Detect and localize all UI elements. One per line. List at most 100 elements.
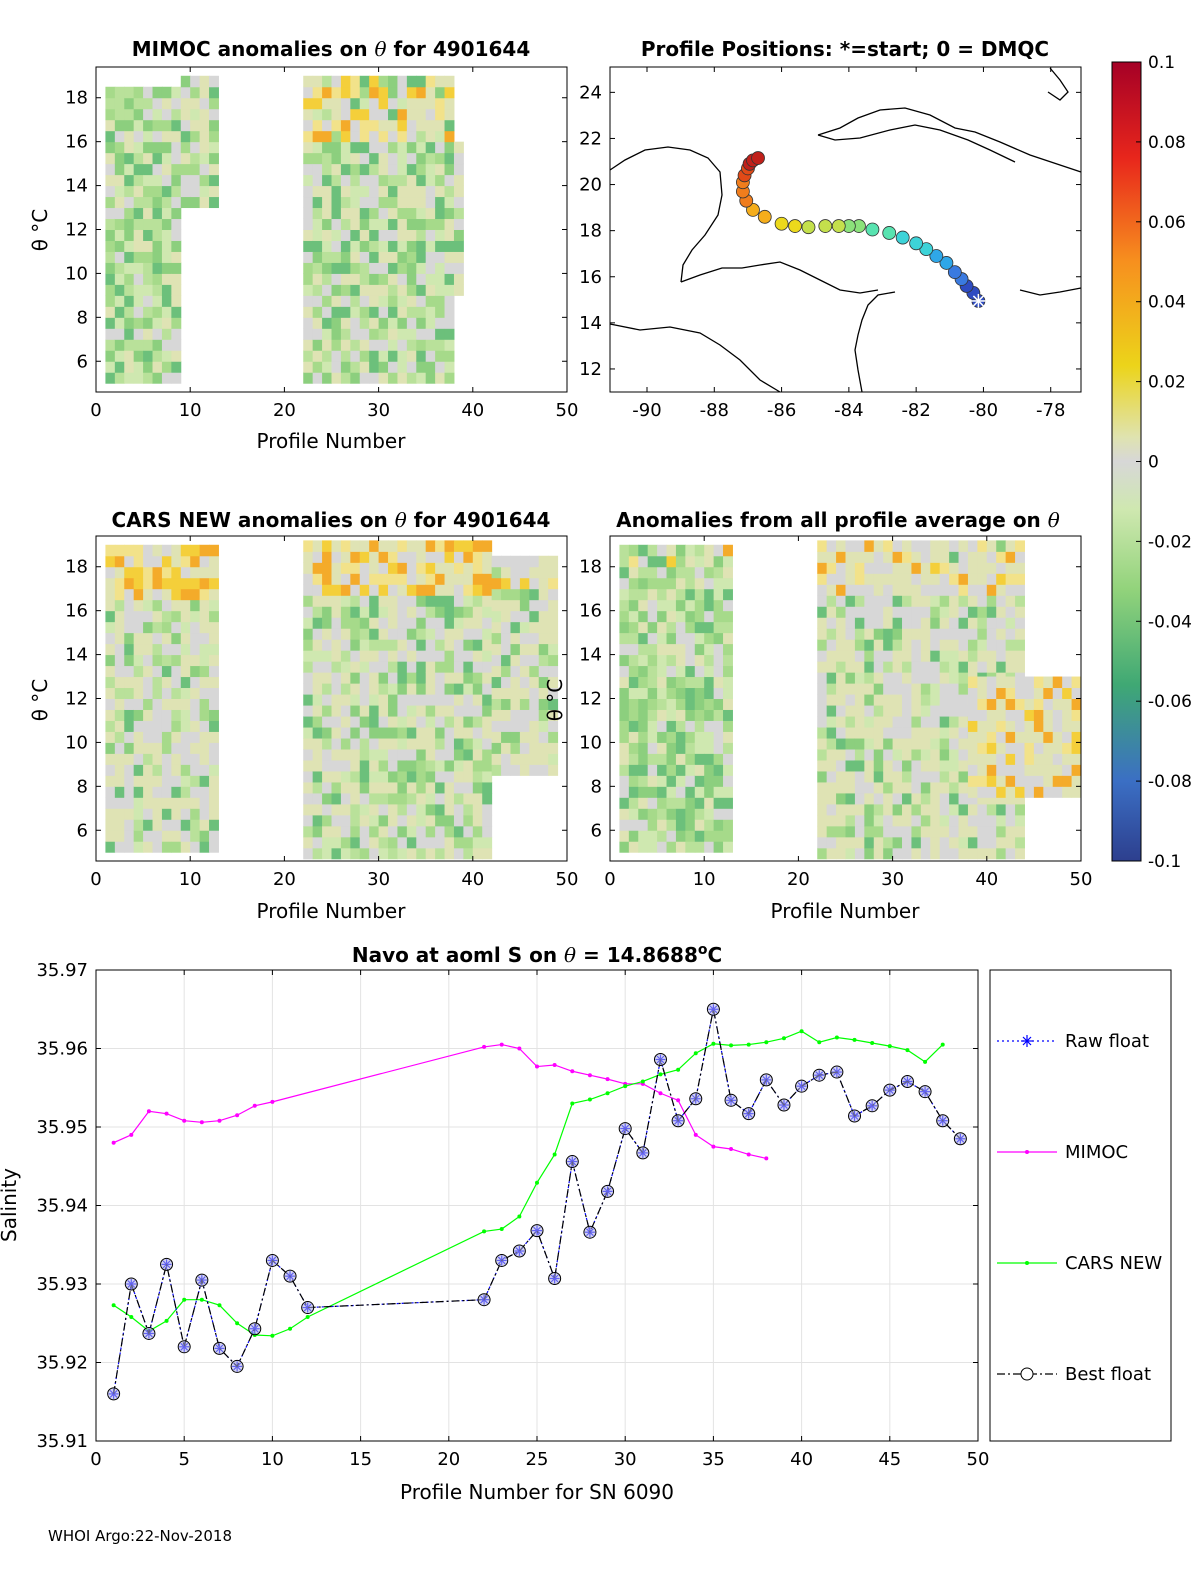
- heatmap-cell: [638, 841, 649, 853]
- heatmap-cell: [124, 698, 135, 710]
- data-point: [305, 1314, 310, 1319]
- y-tick-label: 22: [579, 128, 602, 149]
- heatmap-cell: [416, 639, 427, 651]
- heatmap-cell: [161, 108, 172, 121]
- heatmap-cell: [143, 328, 154, 340]
- heatmap-cell: [312, 295, 323, 307]
- heatmap-cell: [647, 797, 658, 809]
- heatmap-cell: [1015, 742, 1025, 754]
- mimoc-anomaly-panel: MIMOC anomalies on θ for 4901644 Profile…: [28, 37, 578, 453]
- heatmap-cell: [161, 643, 172, 656]
- heatmap-cell: [675, 797, 686, 809]
- heatmap-cell: [388, 196, 398, 209]
- heatmap-cell: [397, 705, 408, 717]
- heatmap-cell: [303, 185, 314, 198]
- data-point: [535, 1180, 539, 1185]
- heatmap-cell: [1024, 764, 1035, 776]
- heatmap-cell: [331, 551, 342, 563]
- heatmap-cell: [369, 595, 380, 607]
- heatmap-cell: [143, 698, 154, 710]
- heatmap-cell: [892, 738, 903, 750]
- heatmap-cell: [171, 665, 182, 678]
- heatmap-cell: [996, 617, 1007, 629]
- heatmap-cell: [986, 786, 997, 798]
- heatmap-cell: [161, 830, 172, 842]
- heatmap-cell: [1052, 764, 1063, 776]
- heatmap-cell: [930, 573, 941, 585]
- heatmap-cell: [312, 119, 323, 132]
- heatmap-cell: [359, 705, 370, 717]
- heatmap-cell: [930, 825, 941, 838]
- heatmap-cell: [538, 698, 549, 710]
- heatmap-cell: [529, 731, 540, 743]
- heatmap-cell: [322, 251, 332, 263]
- legend-marker: [1025, 1261, 1029, 1265]
- heatmap-cell: [986, 573, 997, 585]
- heatmap-cell: [864, 650, 875, 662]
- heatmap-cell: [826, 716, 837, 728]
- heatmap-cell: [873, 573, 884, 585]
- heatmap-cell: [425, 836, 436, 849]
- heatmap-cell: [303, 339, 314, 351]
- heatmap-cell: [666, 841, 677, 853]
- x-tick-label: 30: [367, 869, 390, 890]
- heatmap-cell: [378, 847, 389, 860]
- heatmap-cell: [322, 174, 332, 187]
- heatmap-cell: [472, 781, 483, 794]
- heatmap-cell: [444, 562, 455, 574]
- heatmap-cell: [854, 814, 865, 827]
- heatmap-cell: [1005, 551, 1016, 563]
- footer-credit: WHOI Argo:22-Nov-2018: [48, 1527, 232, 1545]
- y-tick-label: 35.93: [36, 1274, 88, 1295]
- heatmap-cell: [628, 764, 639, 776]
- heatmap-cell: [1015, 573, 1025, 585]
- x-tick-label: -80: [969, 400, 998, 421]
- heatmap-cell: [331, 207, 342, 220]
- heatmap-cell: [340, 251, 351, 263]
- heatmap-cell: [425, 770, 436, 783]
- heatmap-cell: [416, 540, 427, 552]
- heatmap-cell: [312, 218, 323, 230]
- heatmap-cell: [873, 595, 884, 607]
- heatmap-cell: [1005, 628, 1016, 640]
- heatmap-cell: [303, 108, 314, 121]
- heatmap-cell: [124, 731, 135, 743]
- heatmap-cell: [303, 792, 314, 805]
- heatmap-cell: [388, 152, 398, 165]
- heatmap-cell: [1005, 617, 1016, 629]
- heatmap-cell: [444, 174, 455, 187]
- heatmap-cell: [161, 654, 172, 667]
- heatmap-cell: [529, 720, 540, 732]
- heatmap-cell: [359, 770, 370, 783]
- heatmap-cell: [920, 749, 931, 761]
- heatmap-cell: [397, 716, 408, 728]
- heatmap-cell: [425, 75, 436, 88]
- heatmap-cell: [873, 672, 884, 684]
- heatmap-cell: [143, 555, 154, 568]
- heatmap-cell: [977, 639, 988, 651]
- heatmap-cell: [463, 617, 474, 629]
- heatmap-cell: [453, 218, 464, 230]
- heatmap-cell: [911, 639, 922, 651]
- colorbar: 0.10.080.060.040.020-0.02-0.04-0.06-0.08…: [1111, 53, 1192, 872]
- heatmap-cell: [1043, 764, 1054, 776]
- heatmap-cell: [105, 361, 116, 373]
- heatmap-cell: [180, 610, 191, 623]
- heatmap-cell: [949, 705, 960, 717]
- heatmap-cell: [416, 108, 427, 121]
- heatmap-cell: [359, 617, 370, 629]
- heatmap-cell: [350, 328, 361, 340]
- heatmap-cell: [482, 595, 493, 607]
- heatmap-cell: [939, 606, 950, 618]
- heatmap-cell: [657, 566, 668, 579]
- heatmap-cell: [519, 676, 530, 689]
- heatmap-cell: [388, 606, 398, 618]
- heatmap-cell: [817, 562, 828, 574]
- line-xlabel: Profile Number for SN 6090: [400, 1480, 674, 1504]
- heatmap-cell: [628, 687, 639, 699]
- heatmap-cell: [647, 830, 658, 842]
- data-point: [587, 1097, 592, 1102]
- heatmap-cell: [491, 599, 502, 612]
- heatmap-cell: [675, 687, 686, 699]
